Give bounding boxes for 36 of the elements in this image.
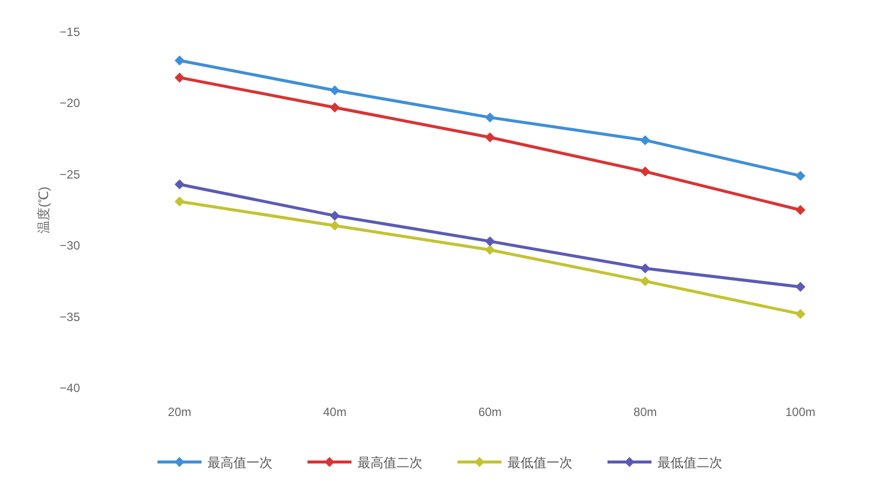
point [174,55,185,66]
x-tick-label: 20m [168,405,192,419]
point [795,170,806,181]
y-tick-label: −15 [60,25,80,39]
point [795,205,806,215]
point [795,282,806,292]
legend-label: 最高值二次 [358,455,422,470]
y-tick-label: −35 [60,310,80,324]
point [330,102,340,112]
legend-label: 最高值一次 [208,455,272,470]
point [640,166,650,177]
point [174,196,185,206]
point [640,276,650,286]
x-tick-label: 100m [785,405,816,419]
y-tick-label: −30 [60,238,80,253]
point [330,210,340,221]
point [174,72,185,83]
x-tick-label: 60m [478,405,502,419]
legend-label: 最低值二次 [658,455,722,470]
y-tick-label: −40 [60,381,80,395]
point [174,179,185,190]
y-axis-title: 温度(℃) [36,186,51,234]
x-tick-label: 80m [634,405,657,419]
x-tick-label: 40m [323,405,346,419]
point [485,112,495,122]
point [640,135,650,146]
point [485,236,495,246]
point [330,85,340,96]
y-tick-label: −25 [60,167,80,182]
point [485,244,495,255]
y-tick-label: −20 [60,96,80,110]
point [640,263,650,274]
point [330,220,340,231]
point [795,308,806,319]
legend-label: 最低值一次 [508,455,572,470]
point [485,132,495,142]
